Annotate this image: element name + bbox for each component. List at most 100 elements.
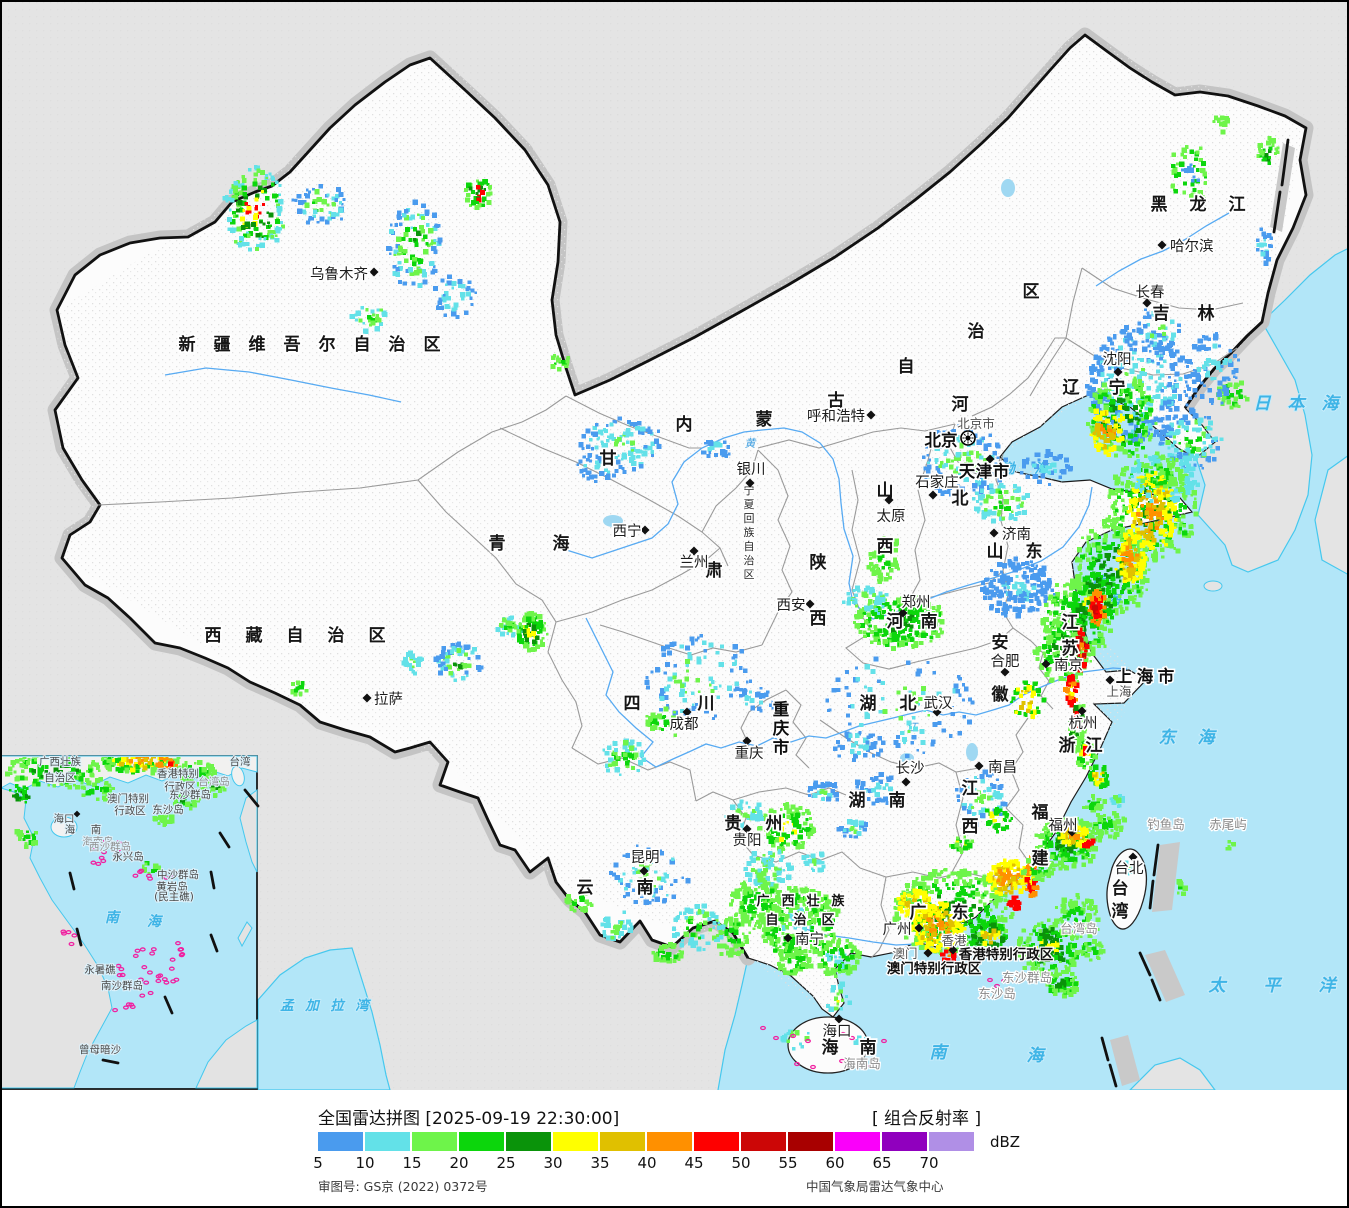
inset-label: (民主礁) [154, 890, 194, 903]
city-marker [640, 525, 650, 535]
province-label: 区 [821, 913, 834, 928]
inset-label: 南 [91, 823, 102, 836]
city-label: 沈阳 [1103, 351, 1132, 368]
sea-label: 孟 [280, 998, 295, 1014]
inset-label: 海 [65, 823, 76, 836]
inset-taiwan [231, 765, 245, 787]
city-label: 市 [773, 737, 790, 757]
province-label: 疆 [214, 335, 231, 355]
province-label: 安 [992, 632, 1009, 653]
colorbar-tick: 30 [543, 1154, 563, 1172]
inset-label: 行政区 [114, 804, 146, 817]
map-title: 全国雷达拼图 [2025-09-19 22:30:00] [318, 1109, 620, 1129]
province-label: 西 [781, 894, 794, 909]
maritime-boundary-dashes [1100, 138, 1290, 1088]
colorbar-tick: 40 [637, 1154, 657, 1172]
city-label: 兰州 [680, 554, 709, 571]
inset-label: 东沙群岛 [169, 788, 211, 801]
city-label: 济南 [1002, 526, 1031, 543]
city-label: 重庆 [735, 745, 764, 762]
city-label: 上海 [1106, 684, 1132, 699]
province-label: 宁 [744, 483, 755, 497]
city-marker [948, 945, 958, 955]
province-label: 自 [287, 625, 304, 646]
province-label: 辽 [1063, 378, 1081, 398]
colorbar-cell-25 [506, 1132, 551, 1151]
province-label: 龙 [1189, 194, 1207, 215]
inset-label: 永暑礁 [84, 963, 116, 976]
city-marker [974, 761, 984, 771]
province-label: 黑 [1151, 195, 1168, 215]
colorbar-cell-70 [929, 1132, 974, 1151]
sea-label: 东 [1159, 728, 1179, 748]
province-labels: 新疆维吾尔自治区西藏自治区青 海甘肃内 蒙古自治区四 川云 南贵 州湖 北湖 南广 东江西浙 江安… [177, 192, 1247, 1059]
province-label: 建 [1032, 848, 1049, 869]
radar-echo-layer [222, 115, 1280, 1051]
qinghai-lake [603, 515, 623, 527]
dbz-unit-label: dBZ [990, 1133, 1021, 1151]
inset-boundary-dashes [68, 788, 260, 1065]
capital-marker [960, 430, 976, 446]
province-label: 苏 [1062, 638, 1079, 659]
inset-label: 台湾 [230, 755, 251, 768]
city-label: 石家庄 [915, 473, 959, 491]
province-label: 东 [1026, 541, 1043, 562]
province-label: 林 [1198, 303, 1215, 324]
legend-panel: 全国雷达拼图 [2025-09-19 22:30:00] [ 组合反射率 ] d… [0, 1090, 1349, 1208]
province-label: 西 [810, 609, 827, 629]
province-label: 湾 [1112, 901, 1129, 922]
city-label: 市 [1158, 666, 1175, 686]
province-label: 海 [822, 1037, 839, 1058]
province-label: 治 [389, 334, 406, 355]
city-label: 台北 [1115, 860, 1144, 877]
province-label: 肃 [706, 561, 723, 581]
city-label: 广州 [883, 921, 912, 938]
inset-palawan [237, 921, 253, 948]
province-label: 南 [889, 790, 906, 811]
colorbar-cell-40 [647, 1132, 692, 1151]
colorbar-tick: 55 [778, 1154, 798, 1172]
city-marker [742, 736, 752, 746]
province-label: 治 [968, 321, 985, 342]
city-marker [914, 923, 924, 933]
colorbar-tick: 10 [355, 1154, 375, 1172]
city-label: 杭州 [1069, 715, 1098, 732]
province-label: 福 [1031, 802, 1049, 823]
island-label: 台湾岛 [1060, 921, 1098, 936]
city-label: 上 [1116, 667, 1133, 686]
jeju-island [1203, 580, 1223, 592]
colorbar-cell-15 [412, 1132, 457, 1151]
poyang-lake [966, 743, 978, 761]
province-label: 族 [744, 525, 755, 539]
city-label: 福州 [1049, 817, 1078, 834]
colorbar-tick: 5 [313, 1154, 323, 1172]
province-label: 新 [179, 334, 196, 355]
province-label: 四 [624, 694, 641, 714]
inset-label: 海口 [54, 812, 75, 825]
inset-label: 南 [105, 909, 122, 926]
city-marker [639, 866, 649, 876]
colorbar-tick: 65 [872, 1154, 892, 1172]
colorbar-cell-20 [459, 1132, 504, 1151]
colorbar-tick: 15 [402, 1154, 422, 1172]
province-label: 湖 [860, 694, 877, 714]
city-layer: 乌鲁木齐哈尔滨长春沈阳北京市北京天津市石家庄太原济南郑州西安银川呼和浩特兰州西宁… [309, 237, 1216, 1042]
province-label: 江 [962, 779, 979, 799]
province-label: 湖 [849, 791, 866, 811]
province-label: 族 [831, 893, 845, 909]
city-marker [682, 707, 692, 717]
city-label: 澳门 [892, 946, 917, 961]
colorbar-cell-65 [882, 1132, 927, 1151]
inset-label: 海 [147, 913, 164, 930]
province-label: 西 [962, 817, 979, 837]
city-label: 南宁 [795, 931, 824, 948]
colorbar-cell-5 [318, 1132, 363, 1151]
province-label: 广 [756, 893, 769, 909]
inset-label: 黄岩岛 [156, 880, 188, 893]
city-label: 贵阳 [733, 832, 762, 849]
province-label: 自 [765, 912, 778, 928]
city-label: 西宁 [613, 523, 642, 540]
island-label: 钓鱼岛 [1147, 817, 1185, 832]
sea-label: 洋 [1319, 976, 1339, 996]
province-label: 吉 [1153, 304, 1170, 324]
